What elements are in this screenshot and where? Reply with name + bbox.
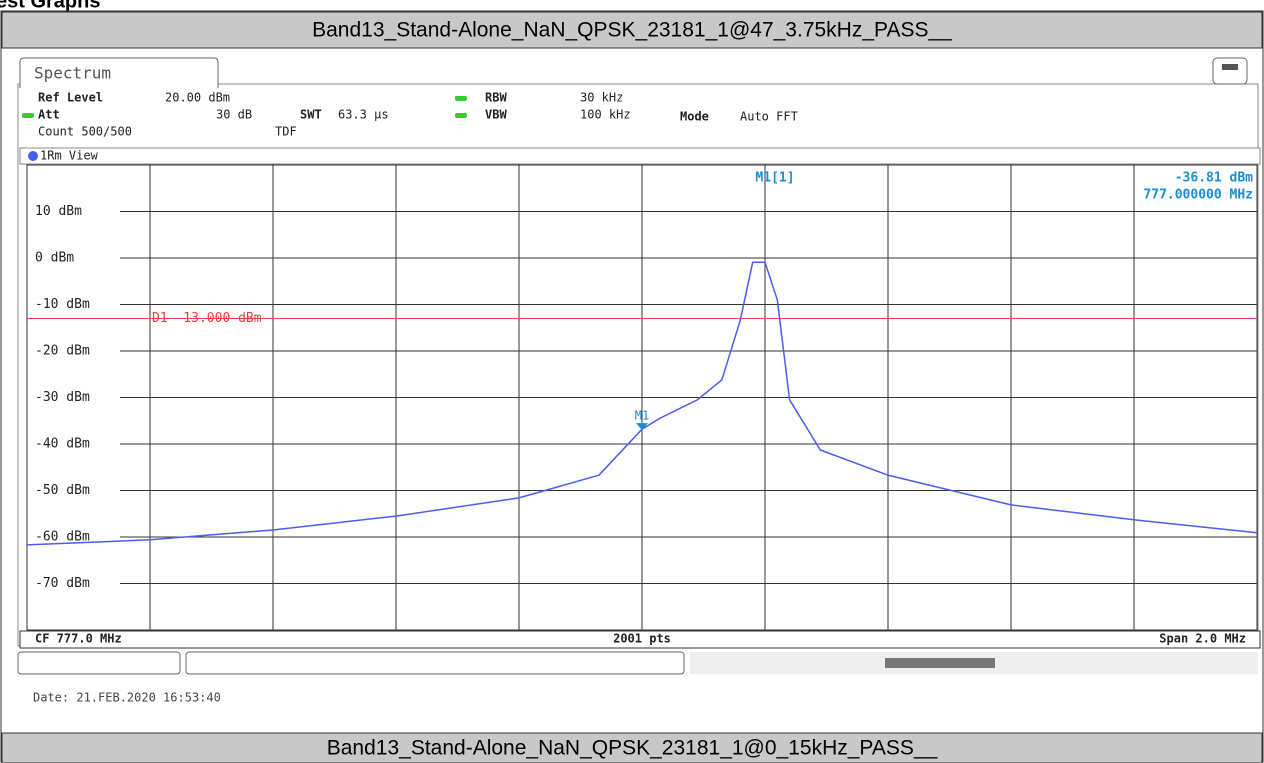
setting-name: RBW: [485, 91, 507, 105]
status-box: [185, 651, 685, 675]
progress: [885, 658, 995, 668]
legend-label: 1Rm View: [40, 149, 99, 163]
setting-value: 63.3 µs: [338, 108, 389, 122]
count: Count 500/500: [38, 125, 132, 139]
y-tick-label: -20 dBm: [35, 344, 90, 359]
tdf: TDF: [275, 125, 297, 139]
next-title: Band13_Stand-Alone_NaN_QPSK_23181_1@0_15…: [327, 737, 938, 760]
setting-name: SWT: [300, 108, 322, 122]
menu-icon[interactable]: [1212, 57, 1248, 85]
marker-readout: 777.000000 MHz: [1143, 188, 1253, 203]
y-tick-label: 10 dBm: [35, 204, 82, 219]
indicator: [455, 96, 467, 101]
icon-part: [1222, 64, 1238, 70]
y-tick-label: -10 dBm: [35, 297, 90, 312]
status-box: [17, 651, 181, 675]
setting-name: Att: [38, 108, 60, 122]
marker-readout: -36.81 dBm: [1175, 171, 1253, 186]
setting-value: 30 dB: [216, 108, 252, 122]
tab: [19, 57, 219, 88]
result-title: Band13_Stand-Alone_NaN_QPSK_23181_1@47_3…: [312, 19, 952, 42]
marker: [636, 423, 648, 431]
y-tick-label: -60 dBm: [35, 530, 90, 545]
setting-name: Ref Level: [38, 91, 103, 105]
y-tick-label: -40 dBm: [35, 437, 90, 452]
indicator: [455, 113, 467, 118]
legend-dot: [28, 151, 38, 161]
setting-value: Auto FFT: [740, 110, 798, 124]
page-heading: est Graphs: [0, 0, 100, 12]
display-line-label: D1 -13.000 dBm: [152, 311, 262, 326]
setting-name: VBW: [485, 108, 507, 122]
date: Date: 21.FEB.2020 16:53:40: [33, 691, 221, 705]
setting-name: Mode: [680, 110, 709, 124]
trace: [26, 261, 1258, 546]
setting-value: 20.00 dBm: [165, 91, 230, 105]
y-tick-label: -50 dBm: [35, 483, 90, 498]
y-tick-label: -70 dBm: [35, 576, 90, 591]
setting-value: 30 kHz: [580, 91, 623, 105]
indicator: [22, 113, 34, 118]
view-bar: [19, 147, 1261, 165]
setting-value: 100 kHz: [580, 108, 631, 122]
center-label: CF 777.0 MHz: [35, 632, 122, 646]
y-tick-label: -30 dBm: [35, 390, 90, 405]
marker-label: M1: [635, 409, 649, 423]
span-label: Span 2.0 MHz: [1159, 632, 1246, 646]
footer-bar: [19, 630, 1261, 649]
y-tick-label: 0 dBm: [35, 251, 74, 266]
tab-label: Spectrum: [34, 64, 111, 83]
marker-readout: M1[1]: [755, 171, 794, 186]
title-bar: [1, 732, 1263, 763]
title-bar: [1, 11, 1263, 49]
points-label: 2001 pts: [613, 632, 671, 646]
